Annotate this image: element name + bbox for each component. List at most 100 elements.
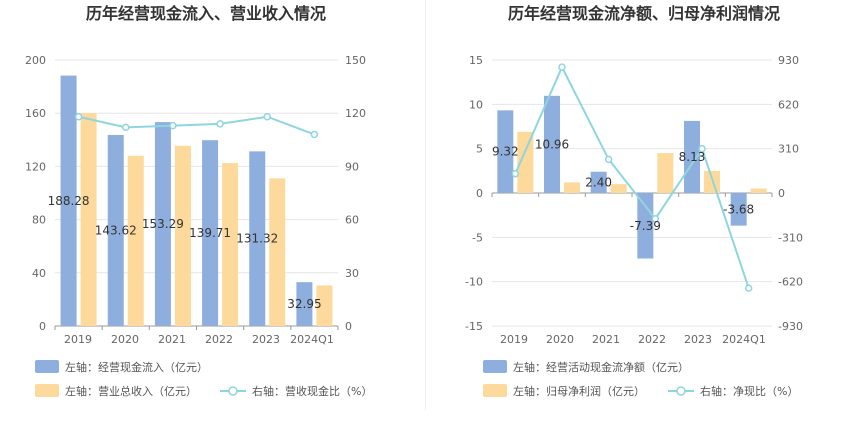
bar-secondary [269, 178, 286, 326]
legend-swatch [35, 360, 59, 373]
right-axis-tick-label: -310 [778, 231, 803, 244]
bar-secondary [517, 131, 534, 193]
left-axis-tick-label: -10 [465, 276, 483, 289]
bar-primary [107, 134, 124, 326]
left-axis-tick-label: 200 [25, 54, 46, 67]
bar-primary [730, 193, 747, 226]
bar-secondary [564, 182, 580, 193]
bar-primary [637, 193, 654, 259]
x-axis-tick-label: 2020 [111, 333, 139, 346]
left-axis-tick-label: 10 [469, 98, 483, 111]
bar-secondary [127, 155, 144, 326]
chart-title: 历年经营现金流净额、归母净利润情况 [508, 4, 780, 23]
bar-primary [544, 95, 560, 193]
data-label: 131.32 [236, 232, 278, 246]
left-axis-tick-label: -5 [472, 231, 483, 244]
right-axis-tick-label: 0 [778, 187, 785, 200]
line-point [216, 120, 224, 128]
right-axis-tick-label: 150 [345, 54, 366, 67]
bar-secondary [750, 188, 767, 193]
data-label: 32.95 [287, 297, 321, 311]
x-axis-tick-label: 2022 [205, 333, 233, 346]
x-axis-tick-label: 2021 [592, 333, 620, 346]
right-axis-tick-label: 30 [345, 267, 359, 280]
right-axis-tick-label: 120 [345, 107, 366, 120]
bar-primary [249, 151, 266, 326]
data-label: 10.96 [535, 137, 569, 151]
x-axis-tick-label: 2020 [546, 333, 574, 346]
bar-primary [154, 122, 171, 326]
bar-secondary [174, 145, 191, 326]
right-axis-tick-label: 930 [778, 54, 799, 67]
bar-secondary [657, 153, 674, 193]
line-point [511, 169, 520, 178]
bar-primary [684, 120, 700, 193]
data-label: 188.28 [48, 194, 90, 208]
data-label: 143.62 [95, 223, 137, 237]
bar-secondary [610, 184, 627, 193]
ratio-line [78, 115, 315, 136]
left-axis-tick-label: 40 [32, 267, 46, 280]
legend-label: 右轴：营收现金比（%） [252, 384, 372, 398]
bar-secondary [222, 163, 239, 326]
data-label: 2.40 [585, 175, 612, 189]
x-axis-tick-label: 2019 [64, 333, 92, 346]
line-point [558, 63, 566, 71]
data-label: 139.71 [189, 226, 231, 240]
line-point [263, 112, 271, 121]
x-axis-tick-label: 2021 [158, 333, 186, 346]
legend-line-marker [228, 386, 238, 396]
x-axis-tick-label: 2023 [252, 333, 280, 346]
right-axis-tick-label: -620 [778, 276, 803, 289]
legend-label: 右轴：净现比（%） [700, 384, 798, 398]
left-axis-tick-label: 160 [25, 107, 46, 120]
legend-label: 左轴：经营现金流入（亿元） [65, 360, 208, 374]
right-axis-tick-label: 60 [345, 214, 359, 227]
bar-secondary [704, 170, 720, 193]
x-axis-tick-label: 2019 [500, 333, 528, 346]
bar-secondary [316, 285, 333, 326]
bar-primary [590, 171, 607, 193]
line-point [122, 123, 130, 132]
bar-primary [60, 75, 77, 326]
left-axis-tick-label: 0 [39, 320, 46, 333]
right-axis-tick-label: 620 [778, 98, 799, 111]
bar-primary [497, 110, 514, 193]
line-point [74, 112, 83, 121]
bar-primary [296, 282, 313, 326]
bar-secondary [80, 113, 97, 326]
legend-label: 左轴：归母净利润（亿元） [513, 384, 645, 398]
line-point [169, 121, 177, 130]
right-axis-tick-label: -930 [778, 320, 803, 333]
chart-panel-2: 历年经营现金流净额、归母净利润情况 -15 -10 -5 0 5 10 15 -930 -620 -… [465, 4, 803, 398]
data-label: -7.39 [630, 219, 661, 233]
legend-line-marker [676, 386, 686, 396]
line-point [698, 144, 706, 153]
legend-label: 左轴：经营活动现金流净额（亿元） [513, 360, 689, 374]
left-axis-tick-label: 0 [476, 187, 483, 200]
legend-swatch [35, 384, 59, 397]
right-axis-tick-label: 90 [345, 160, 359, 173]
line-point [744, 284, 753, 292]
ratio-line [514, 64, 750, 289]
x-axis-tick-label: 2024Q1 [290, 333, 334, 346]
left-axis-tick-label: -15 [465, 320, 483, 333]
data-label: 153.29 [142, 217, 184, 231]
legend-swatch [483, 360, 507, 373]
data-label: 9.32 [492, 145, 519, 159]
data-label: 8.13 [679, 150, 706, 164]
right-axis-tick-label: 310 [778, 143, 799, 156]
line-point [310, 130, 319, 139]
left-axis-tick-label: 15 [469, 54, 483, 67]
x-axis-tick-label: 2023 [684, 333, 712, 346]
panel-divider [425, 0, 426, 410]
legend-label: 左轴：营业总收入（亿元） [65, 384, 197, 398]
legend-swatch [483, 384, 507, 397]
bar-primary [202, 140, 219, 326]
x-axis-tick-label: 2024Q1 [722, 333, 766, 346]
chart-title: 历年经营现金流入、营业收入情况 [86, 4, 326, 23]
chart-panel-1: 历年经营现金流入、营业收入情况 0 40 80 120 160 200 0 30 60 90 120 1… [25, 4, 372, 398]
right-axis-tick-label: 0 [345, 320, 352, 333]
